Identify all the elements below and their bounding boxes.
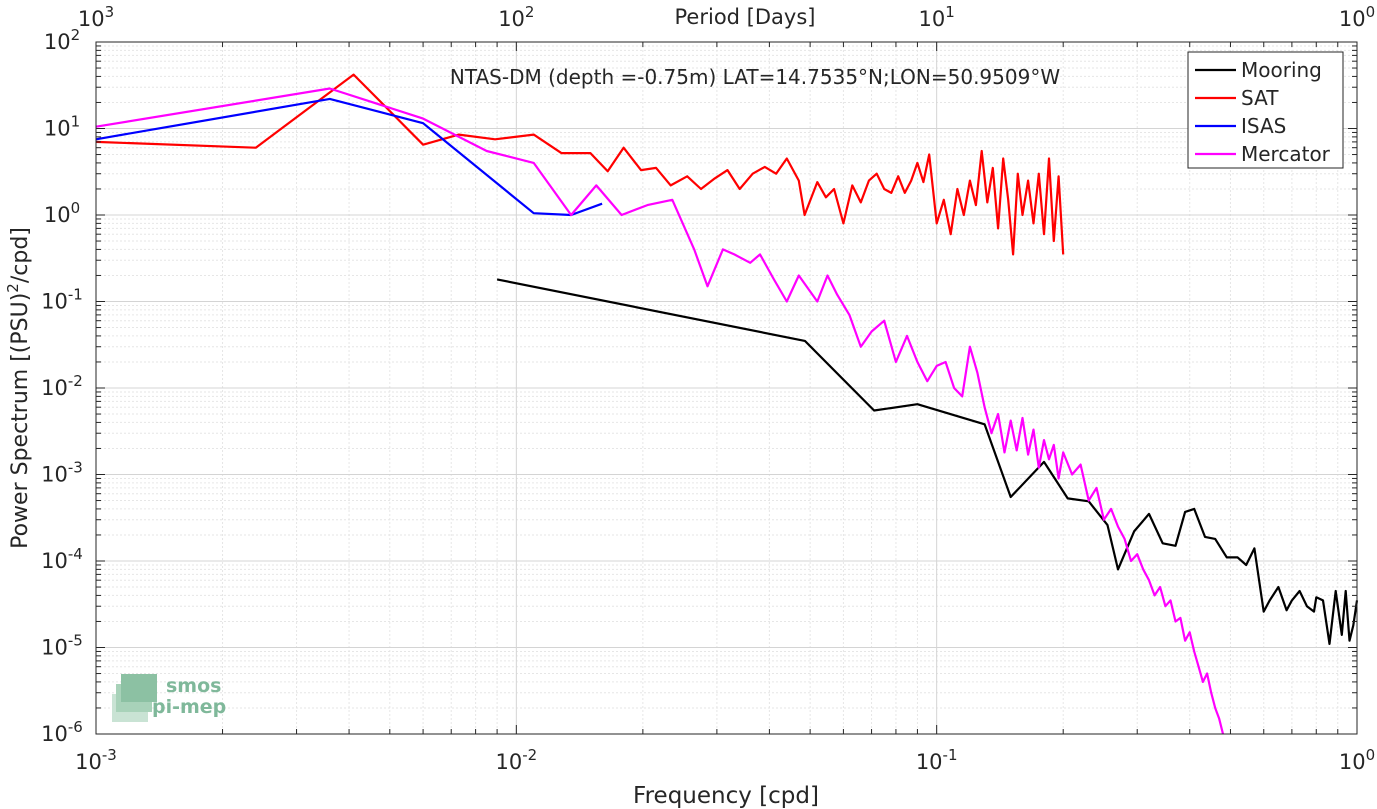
top-tick-label: 101: [919, 3, 955, 31]
y-tick-label: 10-4: [41, 545, 83, 573]
top-tick-label-exp: 2: [525, 3, 535, 21]
top-tick-label: 103: [78, 3, 114, 31]
x-tick-label-base: 10: [75, 750, 102, 774]
x-tick-label-exp: 0: [1366, 746, 1376, 764]
x-tick-label: 10-3: [75, 746, 117, 774]
y-tick-label-base: 10: [41, 290, 68, 314]
y-tick-label-exp: -2: [68, 372, 83, 390]
series-layer: [95, 73, 1359, 735]
top-tick-label: 100: [1339, 3, 1375, 31]
y-tick-label: 10-5: [41, 632, 83, 660]
y-tick-label: 10-2: [41, 372, 83, 400]
y-tick-label-base: 10: [44, 117, 71, 141]
top-tick-label-base: 10: [78, 7, 105, 31]
y-tick-label-base: 10: [44, 203, 71, 227]
y-tick-label-exp: 1: [71, 113, 81, 131]
y-tick-label: 10-1: [41, 286, 83, 314]
y-tick-label-base: 10: [41, 722, 68, 746]
legend-box: [1187, 51, 1344, 169]
top-tick-label: 102: [498, 3, 534, 31]
series-line-sat: [95, 73, 1065, 256]
y-tick-label: 10-6: [41, 718, 83, 746]
y-tick-label: 10-3: [41, 459, 83, 487]
y-axis-label: Power Spectrum [(PSU)2/cpd]: [4, 227, 33, 549]
chart-title: NTAS-DM (depth =-0.75m) LAT=14.7535°N;LO…: [450, 65, 1060, 89]
logo-layer-front: [121, 674, 157, 702]
x-tick-label-base: 10: [916, 750, 943, 774]
top-tick-label-exp: 1: [945, 3, 955, 21]
x-tick-label: 100: [1339, 746, 1375, 774]
legend-label-sat: SAT: [1241, 86, 1279, 110]
x-axis-label: Frequency [cpd]: [633, 783, 819, 809]
y-tick-label-exp: -3: [68, 459, 83, 477]
y-tick-label: 100: [44, 199, 80, 227]
top-tick-label-base: 10: [919, 7, 946, 31]
top-tick-label-base: 10: [1339, 7, 1366, 31]
y-tick-label-exp: -1: [68, 286, 83, 304]
y-tick-label: 102: [44, 26, 80, 54]
y-tick-label-base: 10: [41, 636, 68, 660]
x-tick-label-base: 10: [495, 750, 522, 774]
y-axis-label-tail: /cpd]: [8, 227, 33, 283]
logo-text-pi-mep: pi-mep: [152, 696, 226, 718]
y-tick-label-exp: 2: [71, 26, 81, 44]
y-tick-label-base: 10: [41, 376, 68, 400]
y-tick-label-exp: -4: [68, 545, 83, 563]
y-tick-label-exp: 0: [71, 199, 81, 217]
series-line-isas: [95, 97, 603, 217]
smos-pi-mep-logo: smos pi-mep: [112, 674, 226, 722]
top-axis-label: Period [Days]: [675, 5, 816, 29]
y-tick-label: 101: [44, 113, 80, 141]
logo-text-smos: smos: [166, 675, 221, 697]
series-line-mercator: [95, 87, 1225, 735]
top-tick-label-exp: 0: [1366, 3, 1376, 21]
top-tick-label-exp: 3: [105, 3, 115, 21]
x-tick-label-exp: -2: [522, 746, 537, 764]
legend-label-mercator: Mercator: [1241, 142, 1331, 166]
y-tick-label-exp: -6: [68, 718, 83, 736]
legend-label-mooring: Mooring: [1241, 58, 1322, 82]
y-tick-label-base: 10: [41, 463, 68, 487]
top-tick-label-base: 10: [498, 7, 525, 31]
x-tick-label: 10-2: [495, 746, 537, 774]
y-axis-label-main: Power Spectrum [(PSU): [8, 293, 33, 549]
x-tick-label-base: 10: [1339, 750, 1366, 774]
x-tick-label-exp: -1: [943, 746, 958, 764]
series-line-mooring: [496, 278, 1359, 646]
x-tick-label-exp: -3: [102, 746, 117, 764]
y-tick-label-base: 10: [44, 30, 71, 54]
legend: Mooring SAT ISAS Mercator: [1187, 51, 1344, 169]
y-tick-label-base: 10: [41, 549, 68, 573]
legend-label-isas: ISAS: [1241, 114, 1286, 138]
y-axis-label-sup: 2: [4, 283, 22, 293]
y-tick-label-exp: -5: [68, 632, 83, 650]
x-tick-label: 10-1: [916, 746, 958, 774]
